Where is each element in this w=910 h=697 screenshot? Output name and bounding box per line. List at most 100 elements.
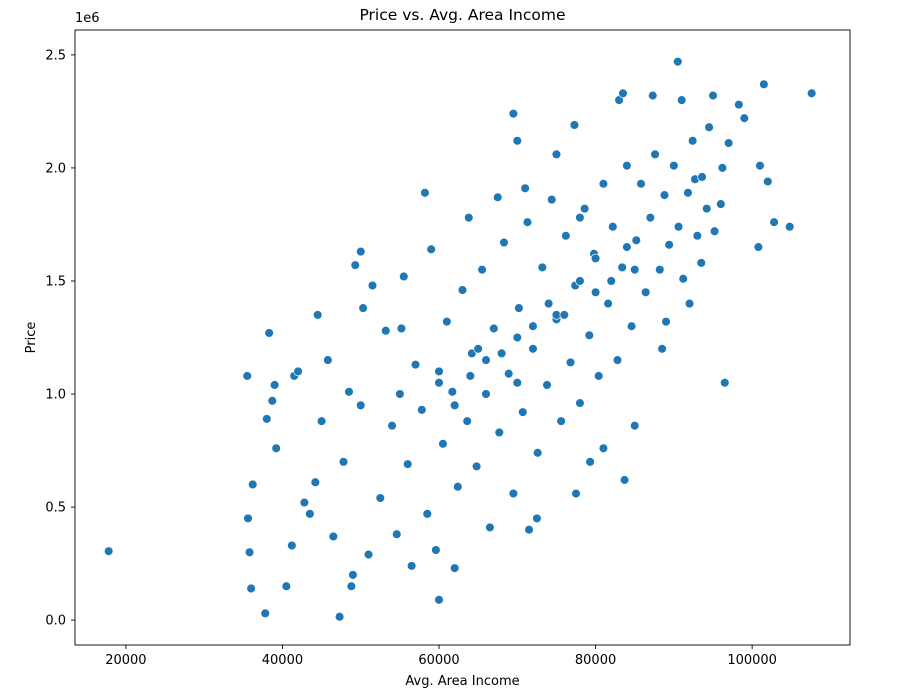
data-point — [499, 237, 509, 248]
data-point — [338, 457, 349, 467]
data-point — [410, 359, 421, 370]
data-point — [449, 563, 460, 573]
data-point — [585, 457, 595, 467]
data-point — [242, 371, 252, 381]
data-point — [598, 179, 609, 189]
data-point — [606, 276, 616, 286]
y-tick-label: 1.5 — [45, 274, 66, 289]
data-point — [608, 221, 618, 232]
data-point — [650, 149, 660, 160]
data-point — [485, 522, 495, 533]
data-point — [244, 547, 255, 558]
data-point — [701, 203, 712, 214]
data-point — [496, 348, 507, 359]
data-point — [673, 56, 683, 67]
data-point — [697, 172, 707, 182]
data-point — [551, 149, 562, 160]
data-point — [537, 262, 548, 273]
data-point — [323, 355, 333, 365]
data-point — [723, 138, 734, 148]
data-point — [267, 396, 278, 406]
data-point — [603, 298, 613, 309]
data-point — [593, 371, 604, 381]
data-point — [344, 387, 354, 397]
data-point — [477, 264, 487, 275]
data-point — [494, 427, 505, 438]
chart-title: Price vs. Avg. Area Income — [359, 6, 565, 24]
data-point — [391, 529, 402, 539]
data-point — [678, 273, 689, 284]
data-point — [575, 398, 585, 408]
data-point — [281, 581, 292, 591]
data-point — [316, 416, 327, 426]
data-point — [299, 497, 310, 508]
x-tick-label: 60000 — [418, 653, 459, 668]
y-tick-label: 2.0 — [45, 161, 66, 176]
data-point — [489, 323, 499, 334]
data-point — [590, 253, 601, 264]
data-point — [532, 513, 542, 524]
data-point — [657, 344, 667, 354]
plot-frame — [74, 29, 851, 646]
data-point — [293, 366, 303, 377]
data-point — [561, 231, 571, 241]
data-point — [784, 221, 795, 232]
data-point — [664, 240, 674, 250]
data-point — [673, 221, 684, 232]
data-point — [676, 95, 687, 105]
data-point — [734, 99, 744, 110]
data-point — [287, 540, 297, 551]
data-point — [619, 475, 630, 485]
data-point — [457, 285, 468, 295]
data-point — [246, 583, 256, 594]
data-point — [396, 323, 407, 334]
x-axis-label: Avg. Area Income — [405, 674, 519, 689]
data-point — [612, 355, 623, 365]
data-point — [260, 608, 270, 619]
data-point — [598, 443, 609, 454]
data-point — [522, 217, 533, 227]
data-point — [471, 461, 482, 472]
data-point — [559, 310, 570, 320]
data-point — [719, 377, 730, 388]
data-point — [512, 332, 523, 343]
data-point — [687, 136, 698, 146]
x-tick-label: 100000 — [727, 653, 777, 668]
data-point — [350, 260, 361, 270]
data-point — [305, 509, 315, 519]
y-tick-label: 0.5 — [45, 501, 66, 516]
data-point — [358, 303, 368, 313]
data-point — [542, 380, 552, 390]
data-point — [669, 160, 679, 171]
data-point — [629, 264, 640, 275]
axes: 20000 40000 60000 80000 100000 0.0 0.5 1.0 1.5 2.… — [45, 29, 851, 668]
y-axis-label: Price — [24, 322, 39, 354]
data-point — [631, 235, 642, 246]
data-point — [543, 298, 554, 309]
data-point — [508, 488, 519, 499]
data-point — [704, 122, 714, 132]
data-point — [575, 276, 585, 286]
data-point — [449, 400, 460, 411]
data-points — [103, 56, 817, 622]
data-point — [590, 287, 601, 298]
y-offset-label: 1e6 — [75, 11, 100, 26]
data-point — [626, 321, 637, 331]
data-point — [696, 258, 707, 268]
data-point — [334, 611, 345, 622]
data-point — [532, 448, 543, 458]
data-point — [395, 389, 405, 399]
data-point — [556, 416, 566, 426]
data-point — [618, 88, 628, 99]
data-point — [426, 244, 436, 255]
data-point — [465, 371, 476, 381]
data-point — [442, 316, 452, 327]
data-point — [575, 212, 585, 223]
y-tick-label: 0.0 — [45, 614, 66, 629]
data-point — [481, 355, 491, 365]
data-point — [310, 477, 321, 487]
data-point — [769, 217, 779, 227]
data-point — [508, 108, 519, 119]
data-point — [434, 366, 444, 377]
